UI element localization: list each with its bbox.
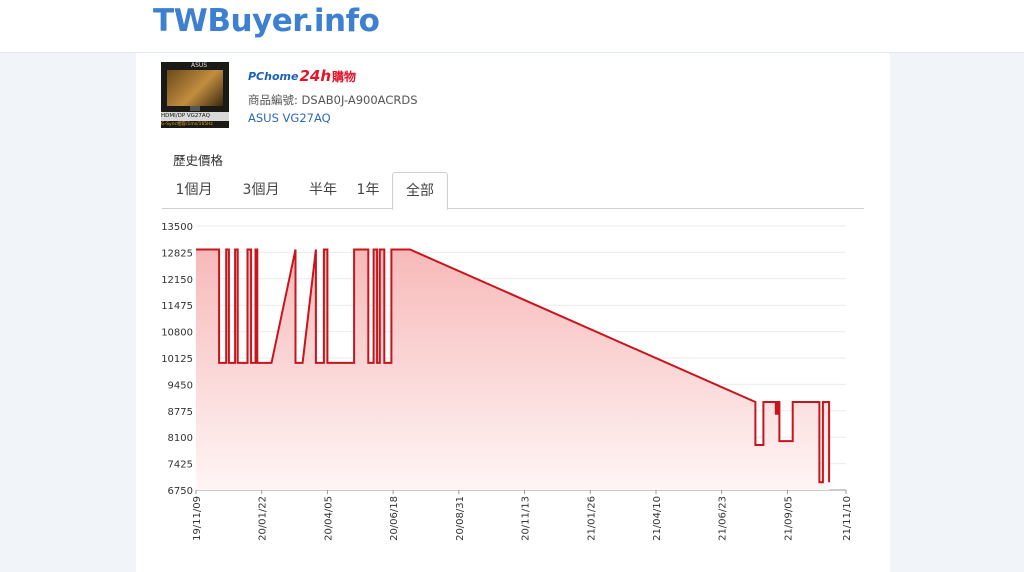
store-logo-24h: 24h	[299, 67, 332, 85]
x-tick-label: 21/01/26	[586, 496, 597, 541]
product-thumbnail[interactable]: ASUS HDMI/DP VG27AQ G-Sync相容/1ms/165Hz	[161, 62, 229, 128]
x-tick-label: 19/11/09	[192, 496, 203, 541]
x-tick-label: 20/11/13	[521, 496, 532, 541]
y-tick-label: 7425	[168, 460, 193, 471]
x-tick-label: 20/01/22	[258, 496, 269, 541]
price-area-fill	[196, 249, 830, 490]
thumb-strip-text: HDMI/DP VG27AQ	[161, 112, 229, 121]
tab-3-months[interactable]: 3個月	[242, 182, 280, 198]
monitor-stand-image	[190, 106, 200, 111]
y-tick-label: 8100	[168, 433, 193, 444]
monitor-screen-image	[167, 70, 223, 106]
tab-1-month[interactable]: 1個月	[175, 182, 213, 198]
tab-half-year[interactable]: 半年	[309, 182, 337, 198]
x-tick-label: 21/06/23	[718, 496, 729, 541]
y-tick-label: 12825	[161, 248, 193, 259]
x-tick-label: 21/04/10	[652, 496, 663, 541]
y-tick-label: 6750	[168, 486, 193, 497]
period-tabs: 1個月 3個月 半年 1年 全部	[162, 172, 864, 210]
x-tick-label: 20/04/05	[323, 496, 334, 541]
tab-1-year[interactable]: 1年	[356, 182, 380, 198]
price-line	[196, 248, 831, 484]
store-logo-pchome: PChome	[248, 69, 299, 83]
store-logo: PChome 24h 購物	[248, 66, 356, 86]
product-name-link[interactable]: ASUS VG27AQ	[248, 111, 331, 125]
product-id-label: 商品編號:	[248, 93, 298, 107]
y-tick-label: 13500	[161, 222, 193, 233]
x-tick-label: 20/08/31	[455, 496, 466, 541]
tab-all[interactable]: 全部	[392, 172, 448, 210]
x-tick-label: 21/09/05	[783, 496, 794, 541]
history-heading: 歷史價格	[173, 153, 224, 168]
site-header	[0, 0, 1024, 53]
x-tick-label: 20/06/18	[389, 496, 400, 541]
thumb-brand-text: ASUS	[191, 62, 208, 69]
site-logo-link[interactable]: TWBuyer.info	[153, 3, 380, 39]
product-id-value: DSAB0J-A900ACRDS	[301, 93, 418, 107]
y-tick-label: 10800	[161, 328, 193, 339]
store-logo-shopping: 購物	[332, 69, 357, 84]
y-tick-label: 9450	[168, 380, 193, 391]
y-tick-label: 12150	[161, 275, 193, 286]
thumb-strip2-text: G-Sync相容/1ms/165Hz	[161, 121, 229, 128]
y-tick-label: 11475	[161, 301, 193, 312]
product-id: 商品編號: DSAB0J-A900ACRDS	[248, 92, 418, 108]
y-tick-label: 10125	[161, 354, 193, 365]
y-tick-label: 8775	[168, 407, 193, 418]
x-tick-label: 21/11/10	[842, 496, 853, 541]
